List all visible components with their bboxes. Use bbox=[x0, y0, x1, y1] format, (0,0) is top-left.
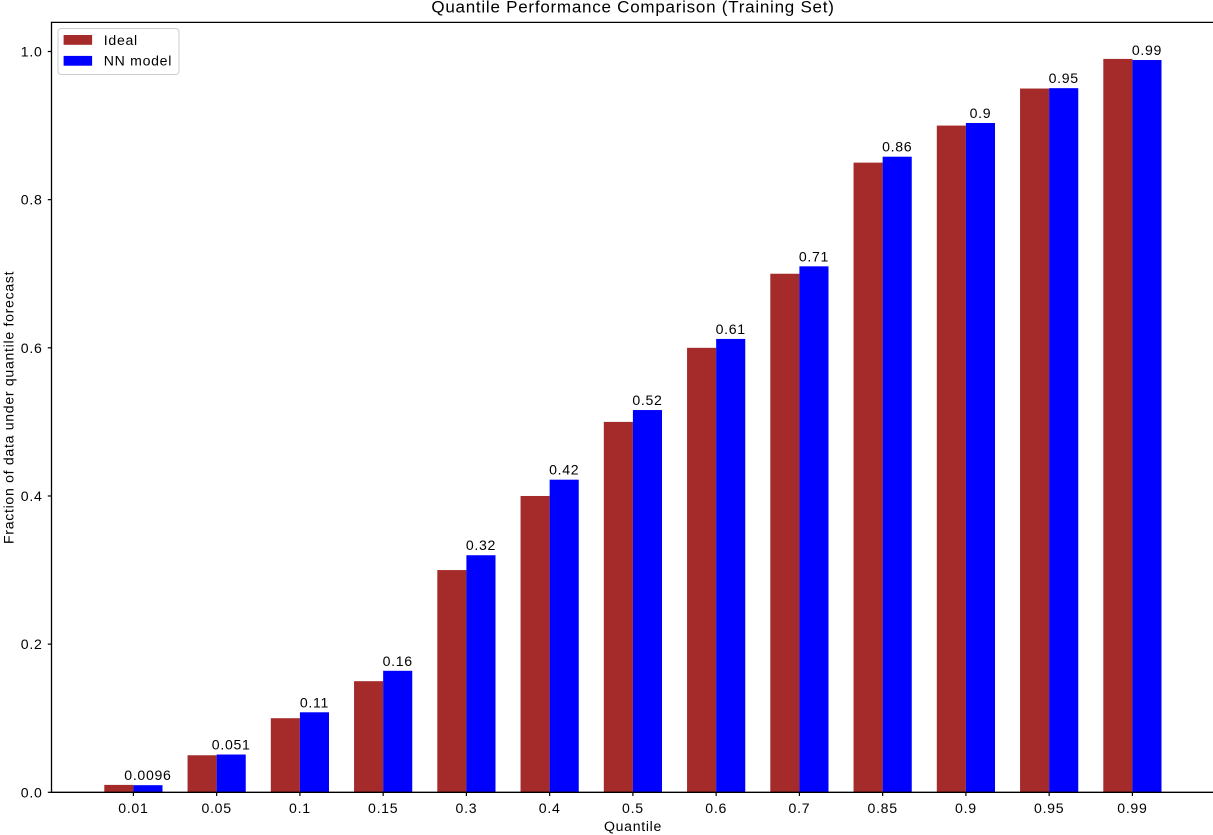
svg-text:0.15: 0.15 bbox=[368, 800, 398, 816]
svg-text:1.0: 1.0 bbox=[21, 44, 43, 60]
svg-text:0.52: 0.52 bbox=[632, 392, 662, 408]
svg-text:Quantile Performance Compariso: Quantile Performance Comparison (Trainin… bbox=[431, 0, 834, 17]
svg-text:0.86: 0.86 bbox=[882, 139, 912, 155]
svg-text:0.7: 0.7 bbox=[789, 800, 811, 816]
svg-text:0.9: 0.9 bbox=[955, 800, 977, 816]
svg-text:0.01: 0.01 bbox=[118, 800, 148, 816]
svg-text:0.95: 0.95 bbox=[1049, 70, 1079, 86]
svg-text:0.1: 0.1 bbox=[289, 800, 311, 816]
svg-text:0.85: 0.85 bbox=[868, 800, 898, 816]
svg-text:Ideal: Ideal bbox=[104, 32, 138, 48]
svg-text:0.11: 0.11 bbox=[300, 694, 329, 710]
svg-text:Quantile: Quantile bbox=[604, 818, 662, 834]
svg-text:0.32: 0.32 bbox=[466, 537, 496, 553]
svg-text:0.16: 0.16 bbox=[383, 653, 413, 669]
svg-text:0.05: 0.05 bbox=[202, 800, 232, 816]
svg-text:NN model: NN model bbox=[104, 53, 172, 69]
svg-text:0.95: 0.95 bbox=[1034, 800, 1064, 816]
svg-text:0.5: 0.5 bbox=[622, 800, 644, 816]
svg-text:0.3: 0.3 bbox=[456, 800, 478, 816]
svg-text:0.8: 0.8 bbox=[21, 192, 43, 208]
svg-text:0.6: 0.6 bbox=[21, 340, 43, 356]
svg-text:0.0: 0.0 bbox=[21, 784, 43, 800]
svg-text:0.4: 0.4 bbox=[21, 488, 43, 504]
svg-text:0.61: 0.61 bbox=[716, 321, 746, 337]
svg-text:0.9: 0.9 bbox=[970, 105, 992, 121]
svg-text:0.0096: 0.0096 bbox=[124, 767, 171, 783]
svg-text:0.6: 0.6 bbox=[705, 800, 727, 816]
svg-text:0.71: 0.71 bbox=[799, 248, 829, 264]
svg-text:0.99: 0.99 bbox=[1117, 800, 1147, 816]
svg-text:0.99: 0.99 bbox=[1132, 42, 1162, 58]
svg-text:0.2: 0.2 bbox=[21, 636, 43, 652]
svg-text:Fraction of data under quantil: Fraction of data under quantile forecast bbox=[0, 271, 16, 544]
svg-text:0.4: 0.4 bbox=[539, 800, 561, 816]
svg-text:0.42: 0.42 bbox=[549, 462, 579, 478]
svg-text:0.051: 0.051 bbox=[212, 737, 251, 753]
